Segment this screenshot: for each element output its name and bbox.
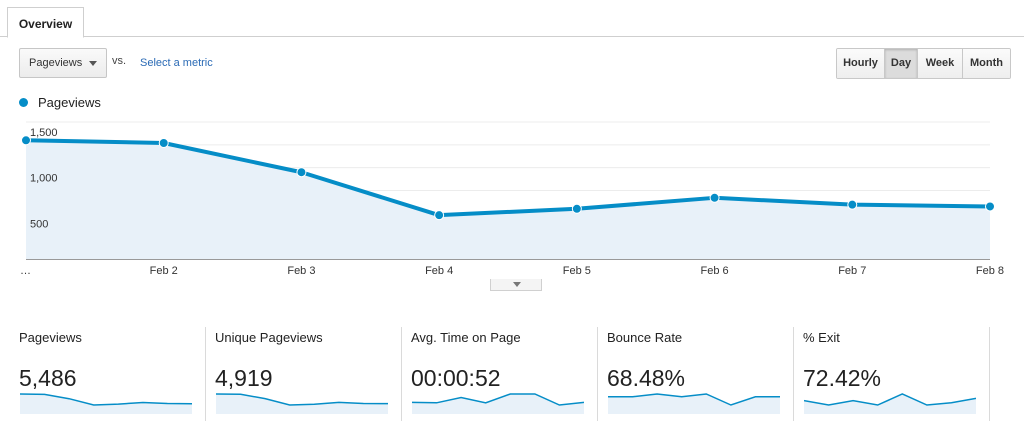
data-point-6[interactable] bbox=[847, 199, 858, 210]
chart-expand-toggle[interactable] bbox=[490, 279, 542, 291]
month-button[interactable]: Month bbox=[963, 49, 1010, 78]
x-tick-label: Feb 6 bbox=[701, 265, 729, 277]
data-point-7[interactable] bbox=[985, 201, 995, 212]
x-tick-label: Feb 3 bbox=[287, 265, 315, 277]
data-point-4[interactable] bbox=[571, 203, 582, 214]
legend-dot-icon bbox=[19, 98, 28, 107]
series-line-pageviews bbox=[25, 138, 991, 218]
y-tick-label: 500 bbox=[30, 218, 48, 230]
sparkline-area bbox=[216, 394, 388, 414]
scorecard[interactable]: Unique Pageviews 4,919 bbox=[206, 327, 402, 421]
x-tick-label: Feb 8 bbox=[976, 265, 1004, 277]
scorecard-value: 4,919 bbox=[215, 365, 273, 391]
scorecard-sparkline bbox=[412, 393, 584, 414]
scorecard-label: Pageviews bbox=[19, 330, 82, 345]
select-metric-link[interactable]: Select a metric bbox=[140, 57, 213, 69]
series-area-pageviews bbox=[26, 140, 990, 259]
scorecard-label: Bounce Rate bbox=[607, 330, 683, 345]
vs-label: vs. bbox=[112, 55, 127, 67]
week-button[interactable]: Week bbox=[918, 49, 963, 78]
data-point-3[interactable] bbox=[434, 210, 445, 221]
x-tick-label: Feb 2 bbox=[150, 265, 178, 277]
x-tick-label: Feb 5 bbox=[563, 265, 591, 277]
pageviews-chart: 1,500 1,000 500 … Feb 2 Feb 3 Feb 4 Feb 5 Feb 6 F… bbox=[20, 121, 1004, 277]
sparkline-area bbox=[20, 394, 192, 414]
sparkline-line bbox=[608, 393, 780, 406]
scorecard-sparkline bbox=[20, 393, 192, 414]
data-point-2[interactable] bbox=[296, 167, 307, 178]
hourly-button[interactable]: Hourly bbox=[837, 49, 885, 78]
sparkline-area bbox=[804, 394, 976, 414]
scorecard[interactable]: Pageviews 5,486 bbox=[10, 327, 206, 421]
data-point-0[interactable] bbox=[21, 135, 31, 146]
tab-bar: Overview bbox=[0, 0, 1024, 38]
chevron-down-icon bbox=[89, 61, 97, 66]
scorecard-value: 5,486 bbox=[19, 365, 77, 391]
scorecard-label: Unique Pageviews bbox=[215, 330, 323, 345]
triangle-down-icon bbox=[513, 282, 521, 287]
x-tick-label: … bbox=[20, 265, 31, 277]
y-tick-label: 1,500 bbox=[30, 127, 58, 139]
granularity-toggle: Hourly Day Week Month bbox=[836, 48, 1011, 79]
x-tick-label: Feb 7 bbox=[838, 265, 866, 277]
scorecard-sparkline bbox=[804, 393, 976, 414]
scorecard[interactable]: % Exit 72.42% bbox=[794, 327, 990, 421]
tab-overview[interactable]: Overview bbox=[7, 7, 84, 38]
scorecard-sparkline bbox=[216, 393, 388, 414]
x-tick-label: Feb 4 bbox=[425, 265, 453, 277]
scorecard-value: 68.48% bbox=[607, 365, 686, 391]
sparkline-line bbox=[20, 393, 192, 406]
chart-legend: Pageviews bbox=[19, 95, 101, 110]
data-point-5[interactable] bbox=[709, 192, 720, 203]
scorecard-label: % Exit bbox=[803, 330, 840, 345]
scorecard-label: Avg. Time on Page bbox=[411, 330, 521, 345]
data-point-1[interactable] bbox=[158, 138, 169, 149]
day-button[interactable]: Day bbox=[885, 49, 918, 78]
metric-select[interactable]: Pageviews bbox=[19, 48, 107, 78]
sparkline-line bbox=[804, 393, 976, 406]
sparkline-line bbox=[216, 393, 388, 406]
metric-select-value: Pageviews bbox=[29, 57, 83, 69]
y-tick-label: 1,000 bbox=[30, 173, 58, 185]
scorecard-value: 72.42% bbox=[803, 365, 882, 391]
sparkline-line bbox=[412, 393, 584, 406]
scorecard-sparkline bbox=[608, 393, 780, 414]
sparkline-area bbox=[608, 394, 780, 414]
legend-label: Pageviews bbox=[38, 95, 101, 110]
scorecard[interactable]: Bounce Rate 68.48% bbox=[598, 327, 794, 421]
scorecard-value: 00:00:52 bbox=[411, 365, 501, 391]
scorecard[interactable]: Avg. Time on Page 00:00:52 bbox=[402, 327, 598, 421]
